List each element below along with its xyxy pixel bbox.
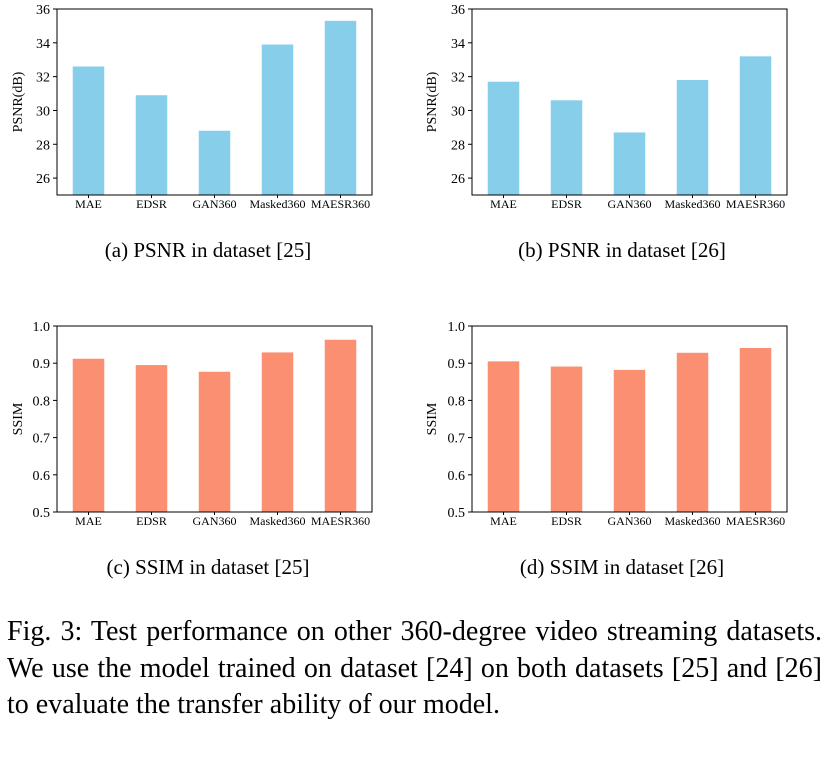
bar-b-1 — [550, 100, 583, 195]
xtick-label-a-1: EDSR — [136, 197, 167, 211]
ytick-label-c-1: 0.6 — [33, 469, 51, 484]
subcaption-d: (d) SSIM in dataset [26] — [519, 555, 725, 579]
chart-panel-d: 0.5 0.6 0.7 0.8 0.9 1.0 MAE EDSR GAN360 Masked360… — [425, 320, 788, 528]
bar-d-2 — [613, 369, 646, 512]
ytick-label-c-4: 0.9 — [33, 357, 51, 372]
chart-panel-a: 26 28 30 32 34 36 MAE EDSR GAN360 Masked360 MAESR3… — [0, 0, 400, 225]
ylabel-d: SSIM — [425, 402, 440, 435]
bar-d-0 — [487, 361, 520, 512]
ytick-label-b-4: 34 — [451, 37, 465, 52]
xtick-label-c-2: GAN360 — [193, 514, 237, 528]
bar-a-0 — [72, 66, 105, 196]
xtick-label-c-3: Masked360 — [250, 514, 306, 528]
bar-d-4 — [739, 347, 772, 512]
ytick-label-d-3: 0.8 — [448, 394, 466, 409]
xtick-label-a-4: MAESR360 — [311, 197, 370, 211]
ytick-label-c-0: 0.5 — [33, 506, 51, 521]
bar-d-3 — [676, 352, 709, 512]
bar-chart-c: 0.5 0.6 0.7 0.8 0.9 1.0 MAE EDSR GAN360 Masked360… — [11, 320, 373, 528]
xtick-label-b-2: GAN360 — [608, 197, 652, 211]
bar-a-4 — [324, 20, 357, 196]
xtick-label-d-0: MAE — [490, 514, 517, 528]
xtick-label-a-0: MAE — [75, 197, 102, 211]
xtick-label-a-2: GAN360 — [193, 197, 237, 211]
xtick-label-b-1: EDSR — [551, 197, 582, 211]
bar-chart-d: 0.5 0.6 0.7 0.8 0.9 1.0 MAE EDSR GAN360 Masked360… — [425, 320, 788, 528]
ytick-label-c-5: 1.0 — [33, 320, 51, 335]
xtick-label-d-2: GAN360 — [608, 514, 652, 528]
xtick-label-c-4: MAESR360 — [311, 514, 370, 528]
ytick-label-d-2: 0.7 — [448, 432, 466, 447]
bar-chart-a: 26 28 30 32 34 36 MAE EDSR GAN360 Masked360 MAESR3… — [11, 3, 373, 211]
xtick-label-b-4: MAESR360 — [726, 197, 785, 211]
ytick-label-b-5: 36 — [451, 3, 465, 18]
ytick-label-d-0: 0.5 — [448, 506, 466, 521]
ytick-label-b-2: 30 — [451, 104, 465, 119]
bar-a-2 — [198, 130, 231, 195]
bar-b-0 — [487, 81, 520, 195]
ylabel-a: PSNR(dB) — [11, 71, 26, 132]
ytick-label-a-5: 36 — [36, 3, 50, 18]
xtick-label-b-3: Masked360 — [665, 197, 721, 211]
subcaption-c: (c) SSIM in dataset [25] — [106, 555, 310, 579]
ylabel-c: SSIM — [11, 402, 26, 435]
ytick-label-b-1: 28 — [451, 138, 465, 153]
ytick-label-a-2: 30 — [36, 104, 50, 119]
ytick-label-a-1: 28 — [36, 138, 50, 153]
bar-d-1 — [550, 366, 583, 512]
subcaption-a: (a) PSNR in dataset [25] — [104, 238, 312, 262]
ytick-label-d-4: 0.9 — [448, 357, 466, 372]
ylabel-b: PSNR(dB) — [425, 71, 440, 132]
ytick-label-a-3: 32 — [36, 71, 50, 86]
figure-caption: Fig. 3: Test performance on other 360-de… — [7, 616, 822, 720]
bar-c-3 — [261, 352, 294, 512]
bar-c-1 — [135, 365, 168, 512]
ytick-label-a-4: 34 — [36, 37, 50, 52]
ytick-label-b-0: 26 — [451, 172, 465, 187]
xtick-label-d-4: MAESR360 — [726, 514, 785, 528]
xtick-label-d-1: EDSR — [551, 514, 582, 528]
subcaption-b: (b) PSNR in dataset [26] — [518, 238, 726, 262]
chart-panel-b: 26 28 30 32 34 36 MAE EDSR GAN360 Masked360 MAESR3… — [0, 0, 828, 225]
bar-a-3 — [261, 44, 294, 196]
ytick-label-c-3: 0.8 — [33, 394, 51, 409]
xtick-label-c-1: EDSR — [136, 514, 167, 528]
ytick-label-d-5: 1.0 — [448, 320, 466, 335]
xtick-label-d-3: Masked360 — [665, 514, 721, 528]
bar-c-0 — [72, 358, 105, 512]
bar-b-4 — [739, 56, 772, 195]
bar-chart-b: 26 28 30 32 34 36 MAE EDSR GAN360 Masked360 MAESR3… — [425, 3, 788, 211]
xtick-label-c-0: MAE — [75, 514, 102, 528]
ytick-label-a-0: 26 — [36, 172, 50, 187]
bar-b-3 — [676, 80, 709, 195]
ytick-label-d-1: 0.6 — [448, 469, 466, 484]
bar-c-4 — [324, 339, 357, 512]
bar-b-2 — [613, 132, 646, 195]
ytick-label-b-3: 32 — [451, 71, 465, 86]
chart-panel-c: 0.5 0.6 0.7 0.8 0.9 1.0 MAE EDSR GAN360 Masked360… — [0, 0, 400, 540]
xtick-label-a-3: Masked360 — [250, 197, 306, 211]
bar-c-2 — [198, 371, 231, 512]
ytick-label-c-2: 0.7 — [33, 432, 51, 447]
bar-a-1 — [135, 95, 168, 195]
xtick-label-b-0: MAE — [490, 197, 517, 211]
